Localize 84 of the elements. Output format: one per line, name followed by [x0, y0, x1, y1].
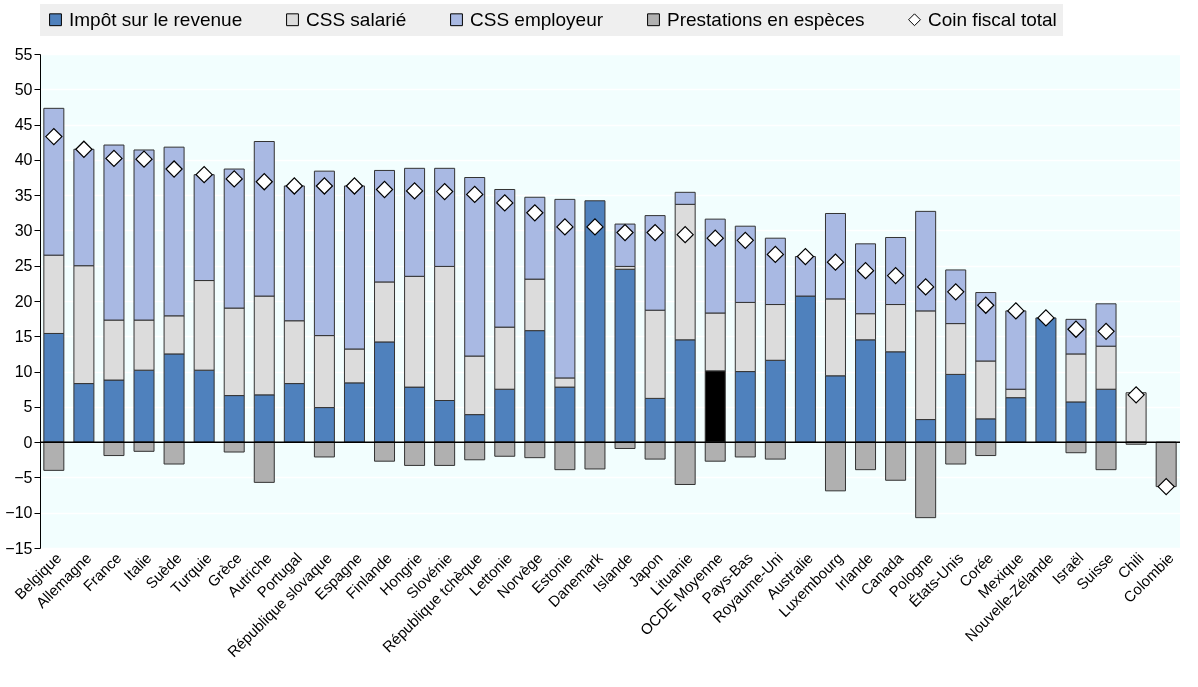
y-tick-label: −15 — [5, 539, 33, 557]
bar — [404, 441, 426, 466]
bar — [133, 441, 155, 452]
y-tick-label: 30 — [14, 221, 33, 239]
y-tick-label: 20 — [14, 292, 33, 310]
legend-label: CSS salarié — [306, 8, 407, 30]
y-tick-label: 10 — [14, 363, 33, 381]
bar — [374, 441, 396, 462]
point — [195, 166, 213, 184]
bar — [43, 441, 65, 471]
bar — [584, 441, 606, 470]
bar — [464, 441, 486, 461]
y-tick-label: 15 — [14, 327, 33, 345]
legend-label: Coin fiscal total — [928, 8, 1057, 30]
bar — [494, 441, 516, 457]
point — [45, 127, 63, 146]
point — [375, 180, 394, 199]
legend-label: Impôt sur le revenue — [69, 8, 243, 30]
point — [796, 247, 815, 266]
point — [225, 170, 243, 188]
point — [556, 218, 574, 236]
point — [496, 194, 514, 212]
bar — [644, 441, 666, 460]
point — [977, 296, 995, 314]
point — [706, 229, 724, 247]
bar — [163, 441, 185, 465]
point — [616, 223, 634, 242]
point — [466, 185, 484, 204]
bar — [554, 441, 576, 471]
point — [435, 182, 454, 201]
y-tick-label: 40 — [14, 151, 33, 169]
y-tick-label: 25 — [14, 257, 33, 275]
bar — [855, 441, 877, 471]
point — [646, 223, 664, 242]
bar — [223, 441, 245, 453]
point — [676, 226, 694, 244]
bar — [945, 441, 967, 465]
bar — [253, 441, 275, 483]
point — [526, 204, 544, 222]
bar — [734, 441, 756, 458]
bar — [313, 441, 335, 458]
point — [1007, 302, 1025, 320]
bar — [915, 441, 937, 519]
y-tick-label: 5 — [23, 398, 33, 416]
bar — [1035, 317, 1057, 443]
point — [405, 182, 424, 200]
bar — [885, 441, 907, 481]
point — [766, 245, 785, 264]
y-tick-label: 55 — [14, 45, 33, 63]
point — [736, 231, 754, 249]
bar — [103, 441, 125, 457]
point — [105, 149, 123, 168]
point — [135, 150, 153, 168]
y-tick-label: −5 — [14, 468, 33, 486]
bar — [524, 441, 546, 459]
bar — [1095, 441, 1117, 471]
y-tick-label: 0 — [23, 433, 33, 451]
point — [917, 278, 935, 296]
y-tick-label: 45 — [14, 116, 33, 134]
bar — [614, 268, 636, 443]
bar — [434, 441, 456, 466]
point — [1157, 477, 1175, 496]
point — [315, 177, 334, 195]
point — [345, 177, 364, 195]
bar — [764, 441, 786, 460]
legend-label: Prestations en espèces — [667, 8, 865, 30]
point — [1127, 386, 1145, 404]
bar — [584, 200, 606, 443]
bar — [1065, 441, 1087, 454]
point — [255, 173, 273, 191]
point — [586, 218, 604, 236]
bar — [674, 441, 696, 485]
point — [75, 140, 93, 158]
y-tick-label: 35 — [14, 186, 33, 204]
bar — [704, 441, 726, 462]
y-tick-label: 50 — [14, 80, 33, 98]
bar — [975, 441, 997, 457]
point — [826, 253, 845, 271]
point — [285, 177, 303, 195]
bar — [824, 441, 846, 492]
point — [1037, 309, 1055, 327]
y-tick-label: −10 — [5, 504, 33, 522]
point — [165, 160, 183, 178]
legend-label: CSS employeur — [470, 8, 604, 30]
